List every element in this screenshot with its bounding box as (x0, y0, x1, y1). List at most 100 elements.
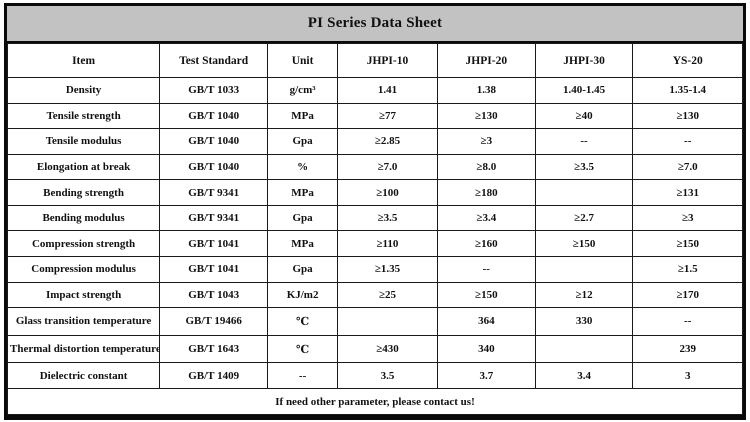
item-cell: Bending strength (6, 179, 161, 206)
test-standard-cell: GB/T 9341 (159, 204, 269, 232)
table-row: Bending strength GB/T 9341 MPa ≥100 ≥180 ≥131 (6, 179, 743, 206)
value-cell-jhpi-10: ≥77 (336, 102, 438, 130)
column-header-jhpi-30: JHPI-30 (534, 43, 634, 78)
item-cell: Impact strength (6, 281, 161, 309)
item-cell: Compression modulus (6, 256, 161, 283)
value-cell-jhpi-10: ≥110 (336, 230, 438, 258)
test-standard-cell: GB/T 1041 (159, 256, 269, 283)
value-cell-ys-20: 1.35-1.4 (632, 77, 743, 104)
test-standard-cell: GB/T 1033 (159, 77, 269, 104)
table-row: Thermal distortion temperature GB/T 1643 ℃… (6, 334, 743, 364)
item-cell: Tensile strength (6, 102, 161, 130)
value-cell-jhpi-30: 330 (534, 307, 634, 336)
unit-cell: Gpa (267, 128, 338, 155)
header-row: Item Test Standard Unit JHPI-10 JHPI-20 … (6, 43, 743, 78)
value-cell-ys-20: ≥170 (632, 281, 743, 309)
table-body: Density GB/T 1033 g/cm³ 1.41 1.38 1.40-1.45 1.… (6, 77, 743, 389)
value-cell-jhpi-20: ≥8.0 (436, 153, 536, 181)
value-cell-ys-20: ≥1.5 (632, 256, 743, 283)
item-cell: Bending modulus (6, 204, 161, 232)
unit-cell: ℃ (267, 307, 338, 336)
value-cell-jhpi-30: ≥40 (534, 102, 634, 130)
test-standard-cell: GB/T 1040 (159, 102, 269, 130)
item-cell: Compression strength (6, 230, 161, 258)
unit-cell: ℃ (267, 334, 338, 364)
test-standard-cell: GB/T 1041 (159, 230, 269, 258)
table-row: Dielectric constant GB/T 1409 -- 3.5 3.7 3.4 3 (6, 362, 743, 389)
unit-cell: MPa (267, 230, 338, 258)
table-row: Bending modulus GB/T 9341 Gpa ≥3.5 ≥3.4 ≥2.7 ≥… (6, 204, 743, 232)
value-cell-ys-20: ≥150 (632, 230, 743, 258)
value-cell-jhpi-20: 364 (436, 307, 536, 336)
value-cell-jhpi-30: ≥2.7 (534, 204, 634, 232)
value-cell-jhpi-20: ≥3 (436, 128, 536, 155)
item-cell: Tensile modulus (6, 128, 161, 155)
value-cell-ys-20: 239 (632, 334, 743, 364)
test-standard-cell: GB/T 1043 (159, 281, 269, 309)
test-standard-cell: GB/T 1409 (159, 362, 269, 389)
value-cell-jhpi-10: 3.5 (336, 362, 438, 389)
value-cell-jhpi-10: ≥100 (336, 179, 438, 206)
column-header-ys-20: YS-20 (632, 43, 743, 78)
test-standard-cell: GB/T 19466 (159, 307, 269, 336)
value-cell-ys-20: ≥131 (632, 179, 743, 206)
sheet-title: PI Series Data Sheet (307, 15, 443, 31)
table-row: Compression modulus GB/T 1041 Gpa ≥1.35 -- ≥1… (6, 256, 743, 283)
column-header-item: Item (6, 43, 161, 78)
value-cell-jhpi-20: 1.38 (436, 77, 536, 104)
table-row: Tensile strength GB/T 1040 MPa ≥77 ≥130 ≥40 ≥1… (6, 102, 743, 130)
value-cell-ys-20: -- (632, 128, 743, 155)
column-header-jhpi-10: JHPI-10 (336, 43, 438, 78)
value-cell-jhpi-30: ≥150 (534, 230, 634, 258)
value-cell-jhpi-10: ≥2.85 (336, 128, 438, 155)
unit-cell: Gpa (267, 204, 338, 232)
spec-table: Item Test Standard Unit JHPI-10 JHPI-20 … (6, 43, 743, 415)
item-cell: Dielectric constant (6, 362, 161, 389)
column-header-unit: Unit (267, 43, 338, 78)
value-cell-jhpi-20: 3.7 (436, 362, 536, 389)
table-row: Glass transition temperature GB/T 19466 ℃ 3… (6, 307, 743, 336)
value-cell-jhpi-10: ≥1.35 (336, 256, 438, 283)
value-cell-jhpi-10: ≥430 (336, 334, 438, 364)
value-cell-jhpi-10: 1.41 (336, 77, 438, 104)
value-cell-jhpi-20: ≥150 (436, 281, 536, 309)
value-cell-jhpi-30 (534, 179, 634, 206)
value-cell-ys-20: -- (632, 307, 743, 336)
value-cell-jhpi-10: ≥7.0 (336, 153, 438, 181)
table-row: Compression strength GB/T 1041 MPa ≥110 ≥160… (6, 230, 743, 258)
column-header-jhpi-20: JHPI-20 (436, 43, 536, 78)
item-cell: Density (6, 77, 161, 104)
value-cell-ys-20: ≥3 (632, 204, 743, 232)
data-sheet-frame: PI Series Data Sheet Item Test Standard … (4, 3, 746, 420)
value-cell-jhpi-20: -- (436, 256, 536, 283)
table-row: Tensile modulus GB/T 1040 Gpa ≥2.85 ≥3 -- -- (6, 128, 743, 155)
value-cell-jhpi-10 (336, 307, 438, 336)
value-cell-jhpi-20: 340 (436, 334, 536, 364)
unit-cell: KJ/m2 (267, 281, 338, 309)
unit-cell: % (267, 153, 338, 181)
value-cell-jhpi-10: ≥25 (336, 281, 438, 309)
value-cell-jhpi-10: ≥3.5 (336, 204, 438, 232)
footer-row: If need other parameter, please contact … (7, 388, 743, 415)
value-cell-jhpi-30 (534, 334, 634, 364)
item-cell: Glass transition temperature (6, 307, 161, 336)
test-standard-cell: GB/T 1040 (159, 128, 269, 155)
test-standard-cell: GB/T 1643 (159, 334, 269, 364)
item-cell: Thermal distortion temperature (6, 334, 161, 364)
item-cell: Elongation at break (6, 153, 161, 181)
unit-cell: MPa (267, 102, 338, 130)
value-cell-ys-20: ≥130 (632, 102, 743, 130)
value-cell-jhpi-30: -- (534, 128, 634, 155)
value-cell-ys-20: 3 (632, 362, 743, 389)
test-standard-cell: GB/T 1040 (159, 153, 269, 181)
value-cell-jhpi-20: ≥180 (436, 179, 536, 206)
value-cell-jhpi-20: ≥130 (436, 102, 536, 130)
value-cell-ys-20: ≥7.0 (632, 153, 743, 181)
table-row: Impact strength GB/T 1043 KJ/m2 ≥25 ≥150 ≥12 ≥… (6, 281, 743, 309)
column-header-test-standard: Test Standard (159, 43, 269, 78)
value-cell-jhpi-30: 1.40-1.45 (534, 77, 634, 104)
sheet-title-bar: PI Series Data Sheet (7, 6, 743, 43)
unit-cell: -- (267, 362, 338, 389)
unit-cell: g/cm³ (267, 77, 338, 104)
